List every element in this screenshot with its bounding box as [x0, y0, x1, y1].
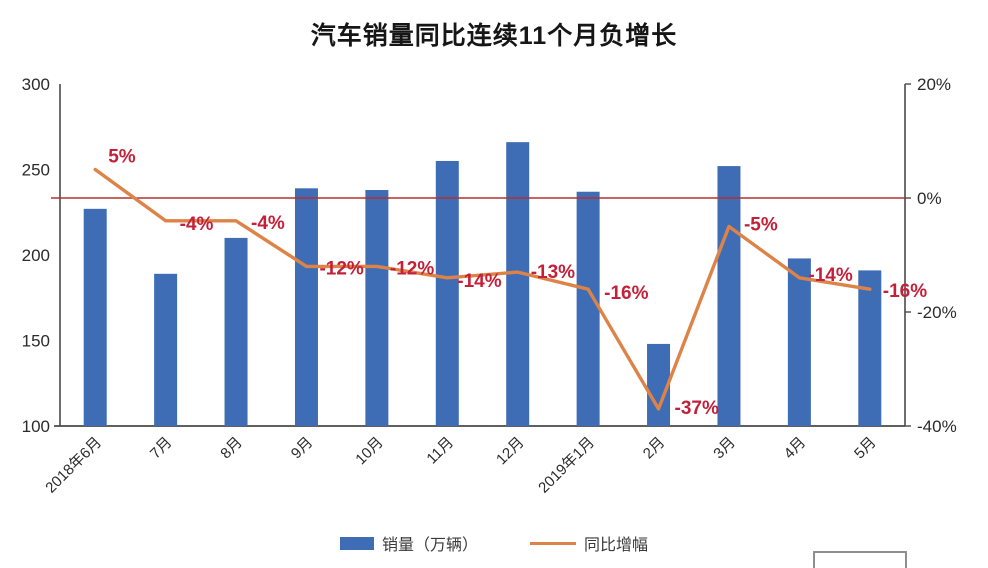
y-axis-right-tick-label: -40%: [917, 417, 957, 436]
bar-3月: [717, 166, 741, 426]
y-axis-right-tick-label: -20%: [917, 303, 957, 322]
bar-2019年1月: [576, 191, 600, 426]
bar-9月: [294, 188, 318, 426]
x-axis-label-9月: 9月: [288, 434, 317, 463]
x-axis-label-2019年1月: 2019年1月: [535, 434, 598, 497]
y-axis-left-tick-label: 100: [22, 417, 50, 436]
data-label-8月: -4%: [251, 213, 285, 234]
legend-bar-swatch-icon: [339, 536, 374, 550]
data-label-9月: -12%: [319, 258, 363, 279]
data-label-2019年1月: -16%: [604, 283, 648, 304]
x-axis-label-10月: 10月: [352, 434, 386, 468]
bar-7月: [154, 273, 178, 426]
legend-line-swatch-icon: [530, 541, 576, 545]
yoy-growth-line: [93, 167, 872, 411]
bar-4月: [787, 258, 811, 426]
bar-12月: [506, 142, 530, 426]
y-axis-left-tick-label: 250: [22, 161, 50, 180]
y-axis-left-tick-label: 200: [22, 246, 50, 265]
data-label-7月: -4%: [180, 214, 214, 235]
data-label-3月: -5%: [744, 215, 778, 236]
x-axis-label-2月: 2月: [640, 434, 669, 463]
x-axis-label-4月: 4月: [781, 434, 810, 463]
bar-10月: [365, 190, 389, 426]
x-axis-label-2018年6月: 2018年6月: [42, 434, 105, 497]
chart-plot-area: 300 250 200 150 100 20% 0% -20% -40% 5% -4% -4% -12%…: [22, 75, 957, 497]
data-label-11月: -14%: [457, 271, 501, 292]
cutoff-box: [813, 551, 907, 568]
bar-8月: [224, 237, 248, 426]
data-label-5月: -16%: [883, 281, 927, 302]
data-label-2月: -37%: [675, 398, 719, 419]
y-axis-right-tick-label: 0%: [917, 189, 942, 208]
y-axis-left-tick-label: 300: [22, 75, 50, 94]
x-axis-label-3月: 3月: [710, 434, 739, 463]
data-label-4月: -14%: [808, 265, 852, 286]
x-axis-label-11月: 11月: [423, 434, 457, 468]
data-label-10月: -12%: [390, 258, 434, 279]
data-label-2018年6月: 5%: [108, 147, 136, 168]
bar-5月: [858, 270, 882, 426]
data-label-12月: -13%: [531, 262, 575, 283]
y-axis-left-tick-label: 150: [22, 332, 50, 351]
bar-2月: [647, 343, 671, 426]
legend-item-yoy: 同比增幅: [530, 531, 648, 555]
x-axis-label-8月: 8月: [217, 434, 246, 463]
x-axis-label-12月: 12月: [493, 434, 527, 468]
bar-2018年6月: [83, 208, 107, 426]
chart-title: 汽车销量同比连续11个月负增长: [310, 22, 678, 50]
bar-11月: [435, 160, 459, 426]
y-axis-right-tick-label: 20%: [917, 75, 951, 94]
x-axis-label-7月: 7月: [147, 434, 176, 463]
legend-item-sales: 销量（万辆）: [339, 531, 478, 555]
x-axis-label-5月: 5月: [851, 434, 880, 463]
legend-line-label: 同比增幅: [584, 537, 649, 554]
legend-bar-label: 销量（万辆）: [381, 537, 478, 554]
chart-legend: 销量（万辆） 同比增幅: [0, 531, 988, 555]
